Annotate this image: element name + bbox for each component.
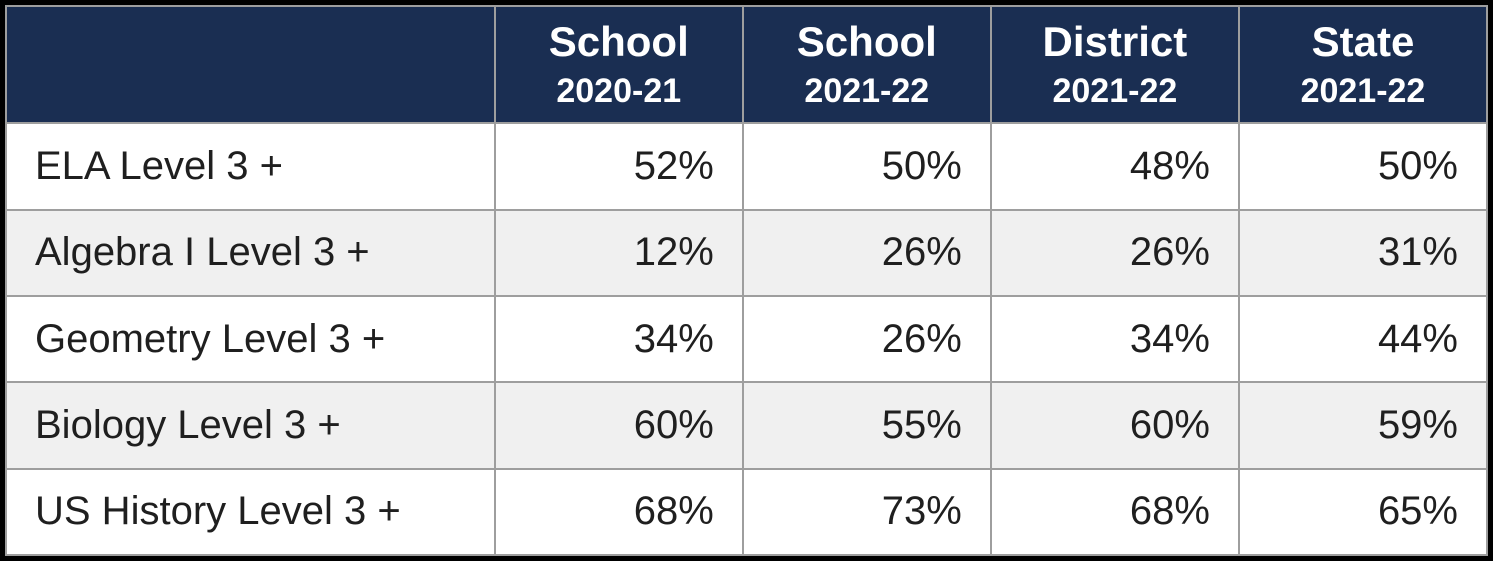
row-label: US History Level 3 + bbox=[6, 469, 495, 555]
table-row: Geometry Level 3 + 34% 26% 34% 44% bbox=[6, 296, 1487, 382]
row-value: 65% bbox=[1239, 469, 1487, 555]
header-bottom: 2020-21 bbox=[504, 71, 734, 112]
performance-table: School 2020-21 School 2021-22 District 2… bbox=[5, 5, 1488, 556]
header-top: State bbox=[1248, 17, 1478, 67]
table-header-row: School 2020-21 School 2021-22 District 2… bbox=[6, 6, 1487, 123]
row-value: 68% bbox=[495, 469, 743, 555]
row-label: ELA Level 3 + bbox=[6, 123, 495, 209]
table-row: Algebra I Level 3 + 12% 26% 26% 31% bbox=[6, 210, 1487, 296]
table-header-state-2021-22: State 2021-22 bbox=[1239, 6, 1487, 123]
row-value: 31% bbox=[1239, 210, 1487, 296]
table-row: ELA Level 3 + 52% 50% 48% 50% bbox=[6, 123, 1487, 209]
header-bottom: 2021-22 bbox=[752, 71, 982, 112]
row-value: 52% bbox=[495, 123, 743, 209]
table-header-school-2021-22: School 2021-22 bbox=[743, 6, 991, 123]
row-value: 73% bbox=[743, 469, 991, 555]
header-bottom: 2021-22 bbox=[1000, 71, 1230, 112]
row-label: Biology Level 3 + bbox=[6, 382, 495, 468]
header-top: District bbox=[1000, 17, 1230, 67]
row-value: 26% bbox=[991, 210, 1239, 296]
table-header-school-2020-21: School 2020-21 bbox=[495, 6, 743, 123]
row-value: 48% bbox=[991, 123, 1239, 209]
table-row: Biology Level 3 + 60% 55% 60% 59% bbox=[6, 382, 1487, 468]
row-label: Algebra I Level 3 + bbox=[6, 210, 495, 296]
row-value: 68% bbox=[991, 469, 1239, 555]
row-value: 55% bbox=[743, 382, 991, 468]
row-value: 60% bbox=[495, 382, 743, 468]
row-value: 26% bbox=[743, 210, 991, 296]
header-top: School bbox=[752, 17, 982, 67]
row-value: 34% bbox=[495, 296, 743, 382]
table-header-blank bbox=[6, 6, 495, 123]
row-value: 44% bbox=[1239, 296, 1487, 382]
row-label: Geometry Level 3 + bbox=[6, 296, 495, 382]
header-top: School bbox=[504, 17, 734, 67]
row-value: 59% bbox=[1239, 382, 1487, 468]
header-bottom: 2021-22 bbox=[1248, 71, 1478, 112]
row-value: 50% bbox=[1239, 123, 1487, 209]
row-value: 50% bbox=[743, 123, 991, 209]
table-header-district-2021-22: District 2021-22 bbox=[991, 6, 1239, 123]
row-value: 26% bbox=[743, 296, 991, 382]
table-row: US History Level 3 + 68% 73% 68% 65% bbox=[6, 469, 1487, 555]
performance-table-container: School 2020-21 School 2021-22 District 2… bbox=[0, 0, 1493, 561]
row-value: 60% bbox=[991, 382, 1239, 468]
row-value: 12% bbox=[495, 210, 743, 296]
row-value: 34% bbox=[991, 296, 1239, 382]
